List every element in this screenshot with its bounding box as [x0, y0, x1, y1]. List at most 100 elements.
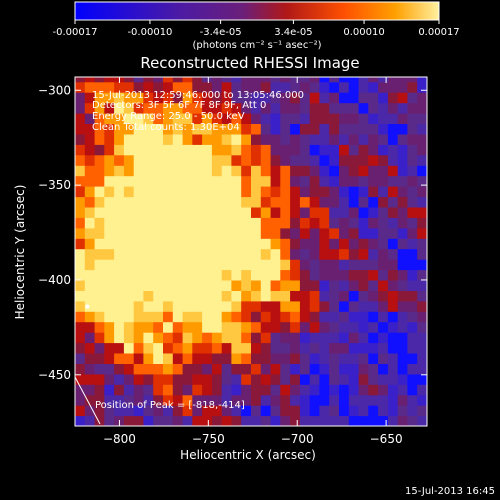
heatmap-pixel	[280, 154, 291, 166]
heatmap-pixel	[143, 269, 154, 281]
heatmap-pixel	[192, 373, 203, 385]
heatmap-pixel	[211, 133, 223, 145]
heatmap-pixel	[114, 259, 125, 271]
heatmap-pixel	[387, 248, 399, 260]
heatmap-pixel	[104, 196, 115, 208]
heatmap-pixel	[251, 81, 262, 93]
heatmap-pixel	[182, 165, 193, 177]
heatmap-pixel	[309, 415, 321, 426]
heatmap-pixel	[133, 206, 145, 218]
heatmap-pixel	[221, 363, 233, 375]
heatmap-pixel	[133, 238, 145, 250]
heatmap-pixel	[172, 113, 184, 124]
heatmap-pixel	[231, 269, 242, 281]
heatmap-pixel	[251, 175, 262, 187]
heatmap-pixel	[202, 363, 213, 375]
heatmap-pixel	[348, 300, 360, 312]
heatmap-pixel	[260, 373, 272, 385]
heatmap-pixel	[172, 165, 184, 177]
heatmap-pixel	[339, 144, 350, 156]
heatmap-pixel	[84, 280, 96, 291]
heatmap-pixel	[407, 81, 418, 93]
heatmap-pixel	[182, 280, 193, 291]
heatmap-pixel	[133, 81, 145, 93]
heatmap-pixel	[280, 342, 291, 354]
heatmap-pixel	[407, 144, 418, 156]
heatmap-pixel	[387, 133, 399, 145]
heatmap-pixel	[143, 394, 154, 406]
heatmap-pixel	[241, 102, 252, 114]
heatmap-pixel	[309, 311, 321, 323]
heatmap-pixel	[368, 154, 379, 166]
heatmap-pixel	[329, 332, 340, 344]
heatmap-pixel	[397, 290, 409, 302]
heatmap-pixel	[84, 290, 96, 302]
heatmap-pixel	[309, 290, 321, 302]
heatmap-pixel	[143, 154, 154, 166]
heatmap-pixel	[114, 81, 125, 93]
heatmap-pixel	[329, 248, 340, 260]
heatmap-pixel	[143, 113, 154, 124]
heatmap-pixel	[407, 342, 418, 354]
heatmap-pixel	[378, 373, 389, 385]
heatmap-pixel	[231, 196, 242, 208]
heatmap-pixel	[260, 238, 272, 250]
heatmap-pixel	[387, 332, 399, 344]
heatmap-pixel	[231, 332, 242, 344]
heatmap-pixel	[123, 394, 135, 406]
heatmap-pixel	[348, 248, 360, 260]
heatmap-pixel	[339, 217, 350, 229]
heatmap-pixel	[407, 363, 418, 375]
heatmap-pixel	[358, 113, 369, 124]
heatmap-pixel	[339, 186, 350, 198]
heatmap-pixel	[114, 113, 125, 124]
heatmap-pixel	[172, 332, 184, 344]
heatmap-pixel	[104, 123, 115, 135]
heatmap-pixel	[280, 102, 291, 114]
heatmap-pixel	[84, 415, 96, 426]
heatmap-pixel	[84, 81, 96, 93]
heatmap-pixel	[397, 133, 409, 145]
heatmap-pixel	[153, 81, 164, 93]
heatmap-pixel	[241, 280, 252, 291]
heatmap-pixel	[358, 332, 369, 344]
heatmap-pixel	[329, 321, 340, 333]
heatmap-pixel	[387, 217, 399, 229]
heatmap-pixel	[163, 77, 174, 83]
heatmap-pixel	[153, 384, 164, 396]
heatmap-pixel	[231, 217, 242, 229]
heatmap-pixel	[202, 269, 213, 281]
heatmap-pixel	[299, 321, 311, 333]
heatmap-pixel	[378, 196, 389, 208]
heatmap-pixel	[397, 405, 409, 417]
heatmap-pixel	[348, 77, 360, 83]
heatmap-pixel	[319, 353, 330, 364]
heatmap-pixel	[397, 384, 409, 396]
heatmap-pixel	[329, 102, 340, 114]
heatmap-pixel	[378, 311, 389, 323]
heatmap-pixel	[163, 81, 174, 93]
heatmap-pixel	[182, 77, 193, 83]
heatmap-pixel	[378, 154, 389, 166]
heatmap-pixel	[319, 363, 330, 375]
heatmap-pixel	[114, 133, 125, 145]
heatmap-pixel	[309, 154, 321, 166]
heatmap-pixel	[163, 92, 174, 104]
heatmap-pixel	[75, 311, 86, 323]
heatmap-pixel	[202, 186, 213, 198]
heatmap-pixel	[348, 321, 360, 333]
heatmap-pixel	[182, 227, 193, 239]
heatmap-pixel	[241, 81, 252, 93]
footer-timestamp: 15-Jul-2013 16:45	[405, 486, 495, 497]
heatmap-pixel	[211, 332, 223, 344]
heatmap-pixel	[290, 353, 301, 364]
heatmap-pixel	[280, 175, 291, 187]
heatmap-pixel	[202, 321, 213, 333]
heatmap-pixel	[163, 342, 174, 354]
heatmap-pixel	[270, 290, 281, 302]
heatmap-pixel	[290, 290, 301, 302]
heatmap-pixel	[270, 394, 281, 406]
heatmap-pixel	[182, 405, 193, 417]
heatmap-pixel	[153, 196, 164, 208]
heatmap-pixel	[251, 363, 262, 375]
